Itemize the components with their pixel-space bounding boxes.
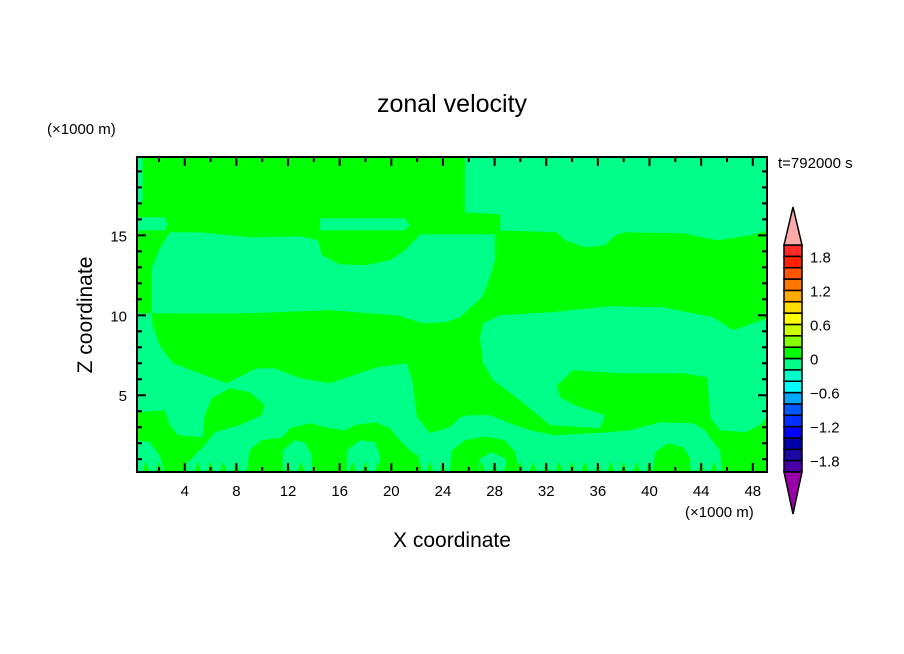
surface-spike-10 bbox=[271, 461, 279, 472]
surface-spike-14 bbox=[323, 461, 331, 472]
colorbar-box-6 bbox=[783, 391, 803, 405]
x-tick-label: 44 bbox=[693, 483, 710, 500]
colorbar-box-8 bbox=[783, 369, 803, 382]
colorbar-box-2 bbox=[783, 437, 803, 451]
contour-region-2 bbox=[319, 218, 410, 231]
surface-spike-9 bbox=[258, 461, 266, 472]
colorbar-box-13 bbox=[783, 312, 803, 326]
surface-spike-41 bbox=[671, 461, 679, 472]
x-tick-label: 36 bbox=[590, 483, 607, 500]
colorbar-tick-label: −1.8 bbox=[810, 454, 840, 471]
colorbar-box-4 bbox=[783, 414, 803, 428]
colorbar-box-11 bbox=[783, 335, 803, 348]
contour-field bbox=[137, 157, 767, 472]
colorbar-tick-label: 0 bbox=[810, 352, 818, 369]
contour-region-3 bbox=[151, 230, 767, 472]
x-units-label: (×1000 m) bbox=[685, 504, 754, 521]
surface-spike-29 bbox=[516, 461, 524, 472]
y-tick-label: 15 bbox=[110, 228, 127, 245]
colorbar-box-0 bbox=[783, 459, 803, 473]
colorbar-tick-label: 0.6 bbox=[810, 317, 831, 334]
surface-spike-28 bbox=[504, 461, 511, 472]
x-tick-label: 16 bbox=[331, 483, 348, 500]
chart-title: zonal velocity bbox=[377, 90, 528, 118]
colorbar-box-19 bbox=[783, 244, 803, 258]
colorbar-box-1 bbox=[783, 448, 803, 462]
colorbar-box-16 bbox=[783, 278, 803, 292]
x-tick-label: 32 bbox=[538, 483, 555, 500]
surface-spike-45 bbox=[723, 461, 731, 472]
colorbar-tick-label: 1.8 bbox=[810, 249, 831, 266]
surface-spike-4 bbox=[194, 461, 202, 472]
contour-region-1 bbox=[137, 217, 168, 231]
colorbar: 1.8 1.2 0.6 0 −0.6 −1.2 −1.8 bbox=[783, 206, 840, 515]
y-tick-label: 5 bbox=[119, 388, 127, 405]
surface-spike-33 bbox=[568, 461, 576, 472]
surface-spike-21 bbox=[413, 461, 421, 472]
surface-spike-16 bbox=[349, 461, 357, 472]
y-axis-label: Z coordinate bbox=[74, 257, 97, 374]
surface-spike-42 bbox=[684, 461, 692, 472]
x-tick-label: 20 bbox=[383, 483, 400, 500]
colorbar-box-14 bbox=[783, 301, 803, 314]
surface-spike-0 bbox=[142, 461, 150, 472]
colorbar-tick-label: −1.2 bbox=[810, 420, 840, 437]
colorbar-box-5 bbox=[783, 403, 803, 416]
surface-spike-17 bbox=[362, 461, 369, 472]
surface-spike-8 bbox=[245, 461, 253, 472]
time-label: t=792000 s bbox=[778, 155, 853, 172]
surface-spike-32 bbox=[555, 461, 563, 472]
contour-region-0 bbox=[137, 157, 501, 314]
contour-region-7 bbox=[282, 440, 312, 472]
x-tick-label: 28 bbox=[486, 483, 503, 500]
surface-spike-6 bbox=[220, 461, 227, 472]
x-tick-label: 12 bbox=[280, 483, 297, 500]
surface-spike-44 bbox=[710, 461, 718, 472]
x-tick-label: 4 bbox=[181, 483, 189, 500]
surface-spike-2 bbox=[168, 461, 176, 472]
contour-region-10 bbox=[478, 452, 508, 472]
x-tick-label: 24 bbox=[435, 483, 452, 500]
contour-region-4 bbox=[480, 306, 767, 433]
surface-spike-25 bbox=[465, 461, 473, 472]
colorbar-box-12 bbox=[783, 323, 803, 337]
colorbar-box-18 bbox=[783, 255, 803, 269]
colorbar-tick-label: −0.6 bbox=[810, 386, 840, 403]
contour-region-8 bbox=[346, 440, 380, 472]
surface-spike-36 bbox=[607, 461, 615, 472]
surface-spike-22 bbox=[426, 461, 434, 472]
surface-spike-37 bbox=[620, 461, 628, 472]
colorbar-box-3 bbox=[783, 425, 803, 439]
y-tick-label: 10 bbox=[110, 308, 127, 325]
x-tick-label: 48 bbox=[744, 483, 761, 500]
colorbar-over-triangle bbox=[783, 206, 803, 246]
surface-spike-1 bbox=[155, 461, 163, 472]
colorbar-tick-label: 1.2 bbox=[810, 283, 831, 300]
colorbar-box-10 bbox=[783, 346, 803, 360]
colorbar-box-9 bbox=[783, 357, 803, 371]
surface-spike-20 bbox=[400, 461, 408, 472]
colorbar-box-17 bbox=[783, 266, 803, 280]
x-axis-label: X coordinate bbox=[393, 529, 511, 552]
contour-region-5 bbox=[137, 388, 265, 472]
surface-spike-18 bbox=[374, 461, 382, 472]
surface-spike-38 bbox=[633, 461, 641, 472]
y-units-label: (×1000 m) bbox=[47, 121, 116, 138]
colorbar-under-triangle bbox=[783, 471, 803, 515]
surface-spike-13 bbox=[310, 461, 318, 472]
x-tick-label: 8 bbox=[232, 483, 240, 500]
colorbar-box-15 bbox=[783, 289, 803, 303]
colorbar-box-7 bbox=[783, 380, 803, 394]
surface-spike-24 bbox=[452, 461, 460, 472]
surface-spike-40 bbox=[658, 461, 666, 472]
surface-spike-30 bbox=[529, 461, 537, 472]
surface-spike-5 bbox=[207, 461, 215, 472]
surface-spike-46 bbox=[736, 461, 744, 472]
x-tick-label: 40 bbox=[641, 483, 658, 500]
surface-spike-34 bbox=[581, 461, 589, 472]
surface-spike-12 bbox=[297, 461, 305, 472]
surface-spike-26 bbox=[478, 461, 486, 472]
